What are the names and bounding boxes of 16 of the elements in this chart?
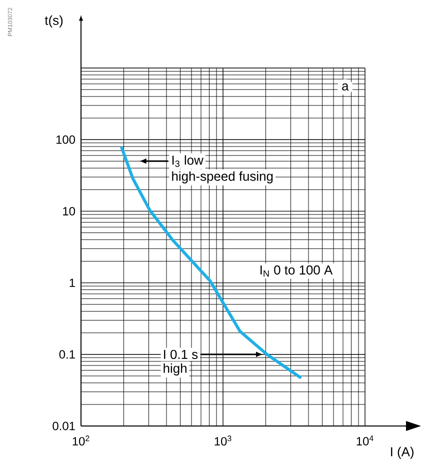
annotation: high (164, 363, 186, 376)
y-axis-title: t(s) (44, 15, 63, 28)
y-tick-label: 10 (63, 206, 76, 216)
x-tick-label: 10$^{2}$ (72, 436, 90, 446)
y-tick-label: 1 (70, 278, 75, 287)
y-tick-label: 100 (56, 135, 76, 144)
annotation: I$_{3}$ low (172, 155, 204, 167)
y-tick-label: 0.1 (59, 350, 75, 359)
x-axis-title: I (A) (391, 446, 414, 459)
y-tick-label: 0.01 (52, 422, 75, 430)
annotation: a (342, 83, 349, 91)
x-tick-label: 10$^{3}$ (214, 436, 232, 446)
annotation: high-speed fusing (172, 171, 273, 184)
x-tick-label: 10$^{4}$ (356, 436, 374, 446)
annotation: I$_{N}$ 0 to 100 A (260, 265, 333, 277)
annotation: I 0.1 s (164, 350, 198, 359)
